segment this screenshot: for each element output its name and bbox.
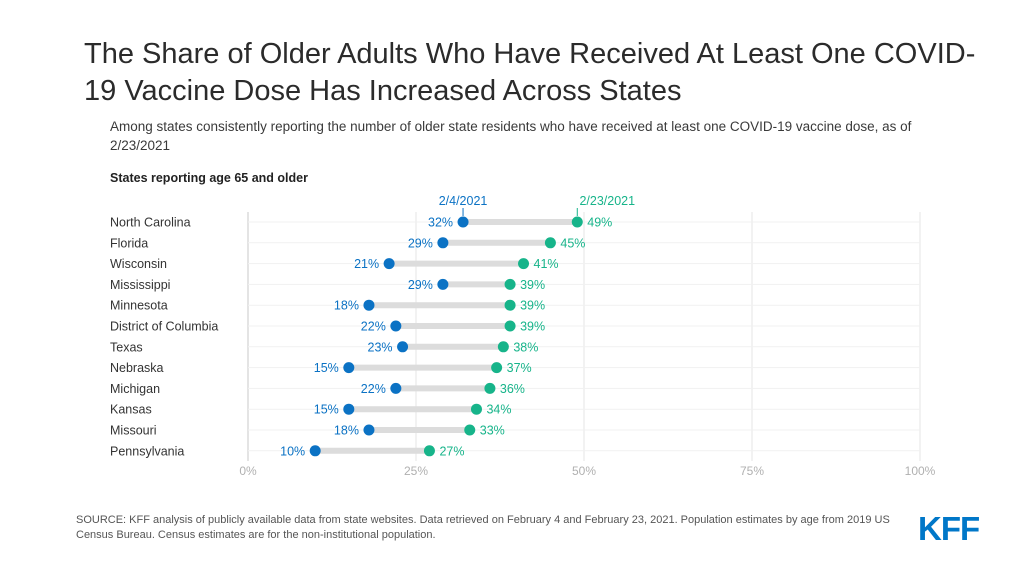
x-tick-label: 100% (905, 464, 936, 478)
point-series-2 (497, 341, 509, 353)
category-label: Nebraska (110, 361, 164, 375)
data-label-series-2: 34% (486, 403, 511, 417)
data-label-series-2: 36% (500, 382, 525, 396)
x-tick-label: 25% (404, 464, 428, 478)
data-label-series-1: 29% (408, 236, 433, 250)
data-label-series-1: 22% (361, 320, 386, 334)
data-label-series-2: 41% (534, 257, 559, 271)
source-note: SOURCE: KFF analysis of publicly availab… (76, 514, 890, 541)
point-series-1 (343, 403, 355, 415)
data-label-series-1: 23% (368, 340, 393, 354)
chart-section-heading: States reporting age 65 and older (110, 171, 308, 185)
point-series-1 (383, 258, 395, 270)
point-series-2 (504, 320, 516, 332)
category-label: Texas (110, 340, 143, 354)
category-label: Wisconsin (110, 257, 167, 271)
x-tick-label: 75% (740, 464, 764, 478)
data-label-series-1: 18% (334, 424, 359, 438)
category-label: Minnesota (110, 299, 168, 313)
data-label-series-1: 10% (280, 444, 305, 458)
data-label-series-2: 27% (439, 444, 464, 458)
point-series-1 (437, 237, 449, 249)
dumbbell-chart: 0% 25% 50% 75% 100% 2/4/2021 2/23/2021 North Ca… (110, 194, 936, 478)
data-label-series-1: 29% (408, 278, 433, 292)
chart-title: The Share of Older Adults Who Have Recei… (84, 38, 976, 107)
data-label-series-2: 49% (587, 216, 612, 230)
legend-label-series-2: 2/23/2021 (579, 194, 635, 208)
data-label-series-2: 39% (520, 299, 545, 313)
point-series-2 (544, 237, 556, 249)
point-series-1 (390, 382, 402, 394)
x-tick-label: 50% (572, 464, 596, 478)
point-series-2 (464, 424, 476, 436)
chart-subtitle: Among states consistently reporting the … (110, 119, 912, 153)
category-label: North Carolina (110, 216, 191, 230)
data-label-series-1: 15% (314, 361, 339, 375)
point-series-1 (363, 299, 375, 311)
category-label: Missouri (110, 424, 157, 438)
data-label-series-2: 39% (520, 278, 545, 292)
point-series-1 (397, 341, 409, 353)
category-label: Michigan (110, 382, 160, 396)
point-series-2 (518, 258, 530, 270)
point-series-2 (491, 362, 503, 374)
data-label-series-1: 32% (428, 216, 453, 230)
point-series-1 (390, 320, 402, 332)
point-series-2 (504, 278, 516, 290)
data-label-series-2: 39% (520, 320, 545, 334)
point-series-2 (470, 403, 482, 415)
point-series-2 (423, 445, 435, 457)
point-series-1 (437, 278, 449, 290)
point-series-1 (457, 216, 469, 228)
data-label-series-2: 33% (480, 424, 505, 438)
category-label: Kansas (110, 403, 152, 417)
point-series-1 (343, 362, 355, 374)
point-series-2 (504, 299, 516, 311)
category-label: Florida (110, 236, 148, 250)
data-label-series-2: 38% (513, 340, 538, 354)
data-label-series-1: 18% (334, 299, 359, 313)
point-series-1 (309, 445, 321, 457)
data-label-series-1: 21% (354, 257, 379, 271)
category-label: District of Columbia (110, 320, 218, 334)
legend-label-series-1: 2/4/2021 (439, 194, 488, 208)
data-label-series-2: 45% (560, 236, 585, 250)
point-series-2 (571, 216, 583, 228)
point-series-1 (363, 424, 375, 436)
data-label-series-2: 37% (507, 361, 532, 375)
category-label: Pennsylvania (110, 444, 184, 458)
point-series-2 (484, 382, 496, 394)
category-label: Mississippi (110, 278, 170, 292)
data-label-series-1: 22% (361, 382, 386, 396)
data-label-series-1: 15% (314, 403, 339, 417)
x-tick-label: 0% (239, 464, 257, 478)
kff-logo: KFF (918, 510, 980, 547)
